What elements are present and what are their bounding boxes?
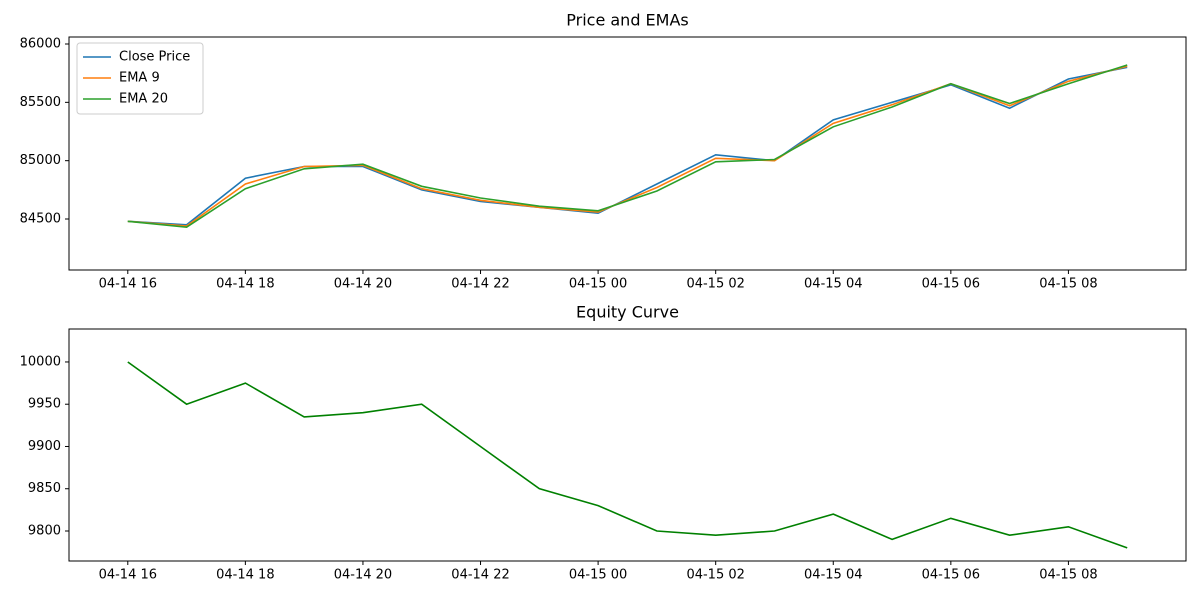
y-tick-label: 10000 bbox=[20, 354, 61, 369]
x-tick-label: 04-15 06 bbox=[922, 277, 980, 292]
x-tick-label: 04-15 02 bbox=[686, 568, 744, 583]
x-tick-label: 04-14 18 bbox=[216, 277, 274, 292]
x-tick-label: 04-14 18 bbox=[216, 568, 274, 583]
x-tick-label: 04-15 02 bbox=[686, 277, 744, 292]
x-tick-label: 04-15 08 bbox=[1039, 568, 1097, 583]
legend-box bbox=[76, 42, 204, 115]
x-tick-label: 04-15 06 bbox=[922, 568, 980, 583]
x-tick-label: 04-15 08 bbox=[1039, 277, 1097, 292]
x-tick-label: 04-14 16 bbox=[99, 568, 157, 583]
x-tick-label: 04-14 22 bbox=[451, 277, 509, 292]
x-tick-label: 04-15 04 bbox=[804, 277, 862, 292]
y-tick-label: 85000 bbox=[20, 153, 61, 168]
y-tick-label: 9800 bbox=[28, 523, 61, 538]
legend-label: EMA 20 bbox=[119, 92, 168, 107]
chart-title: Price and EMAs bbox=[566, 11, 689, 30]
x-tick-label: 04-14 20 bbox=[334, 568, 392, 583]
series-line bbox=[127, 66, 1128, 226]
y-tick-label: 9950 bbox=[28, 397, 61, 412]
y-tick-label: 84500 bbox=[20, 212, 61, 227]
x-tick-label: 04-15 00 bbox=[569, 568, 627, 583]
y-tick-label: 9850 bbox=[28, 481, 61, 496]
series-line bbox=[127, 64, 1128, 229]
y-tick-label: 9900 bbox=[28, 439, 61, 454]
x-tick-label: 04-14 16 bbox=[99, 277, 157, 292]
x-tick-label: 04-15 00 bbox=[569, 277, 627, 292]
axes-frame bbox=[68, 36, 1187, 271]
legend-label: Close Price bbox=[119, 50, 190, 65]
legend-label: EMA 9 bbox=[119, 71, 160, 86]
series-line bbox=[127, 361, 1128, 549]
legend: Close Price EMA 9 EMA 20 bbox=[76, 42, 204, 115]
x-tick-label: 04-14 22 bbox=[451, 568, 509, 583]
x-tick-label: 04-14 20 bbox=[334, 277, 392, 292]
y-tick-label: 85500 bbox=[20, 95, 61, 110]
chart-title: Equity Curve bbox=[576, 303, 679, 322]
y-tick-label: 86000 bbox=[20, 37, 61, 52]
x-tick-label: 04-15 04 bbox=[804, 568, 862, 583]
axes-frame bbox=[68, 328, 1187, 562]
series-line bbox=[127, 65, 1128, 227]
